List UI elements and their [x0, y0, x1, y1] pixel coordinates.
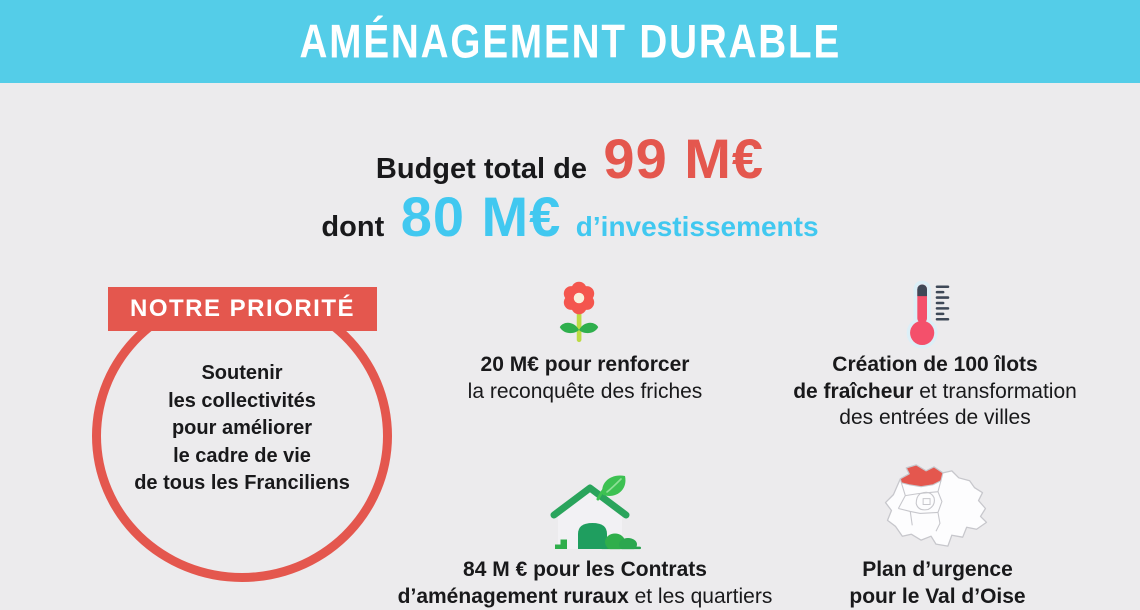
- feature-valdoise-line2: pour le Val d’Oise: [780, 584, 1095, 610]
- feature-ilots-line2-rest: et transformation: [913, 380, 1076, 403]
- feature-friches: 20 M€ pour renforcer la reconquête des f…: [420, 352, 750, 405]
- eco-house-icon: [543, 467, 643, 553]
- budget-total-amount: 99 M€: [603, 127, 764, 190]
- budget-investment-suffix: d’investissements: [576, 211, 819, 242]
- feature-ilots-line3: des entrées de villes: [765, 405, 1105, 432]
- priority-line: le cadre de vie: [92, 443, 392, 471]
- feature-valdoise-line1: Plan d’urgence: [780, 557, 1095, 584]
- feature-contrats-ruraux: 84 M € pour les Contrats d’aménagement r…: [380, 557, 790, 610]
- feature-friches-line1: 20 M€ pour renforcer: [420, 352, 750, 379]
- budget-investment-line: dont 80 M€ d’investissements: [0, 184, 1140, 249]
- feature-contrats-line2-rest: et les quartiers: [629, 585, 773, 608]
- feature-val-doise: Plan d’urgence pour le Val d’Oise: [780, 557, 1095, 610]
- feature-friches-line2: la reconquête des friches: [420, 379, 750, 406]
- priority-banner: NOTRE PRIORITÉ: [108, 287, 377, 331]
- feature-ilots-line1: Création de 100 îlots: [765, 352, 1105, 379]
- feature-ilots-fraicheur: Création de 100 îlots de fraîcheur et tr…: [765, 352, 1105, 432]
- ile-de-france-map-icon: [876, 460, 994, 555]
- priority-line: Soutenir: [92, 360, 392, 388]
- thermometer-icon: [897, 279, 957, 350]
- priority-line: pour améliorer: [92, 415, 392, 443]
- priority-label: NOTRE PRIORITÉ: [130, 295, 355, 323]
- feature-ilots-line2-bold: de fraîcheur: [793, 380, 913, 403]
- banner: AMÉNAGEMENT DURABLE: [0, 0, 1140, 83]
- feature-contrats-line2-bold: d’aménagement ruraux: [398, 585, 629, 608]
- page-title: AMÉNAGEMENT DURABLE: [299, 15, 841, 69]
- budget-investment-prefix: dont: [321, 211, 384, 243]
- priority-line: de tous les Franciliens: [92, 470, 392, 498]
- feature-contrats-line2: d’aménagement ruraux et les quartiers: [380, 584, 790, 610]
- budget-total-line: Budget total de 99 M€: [0, 126, 1140, 191]
- flower-icon: [549, 280, 609, 346]
- budget-investment-amount: 80 M€: [401, 185, 562, 248]
- feature-contrats-line1: 84 M € pour les Contrats: [380, 557, 790, 584]
- priority-line: les collectivités: [92, 388, 392, 416]
- feature-ilots-line2: de fraîcheur et transformation: [765, 379, 1105, 406]
- budget-total-prefix: Budget total de: [376, 153, 587, 185]
- priority-statement: Soutenir les collectivités pour améliore…: [92, 360, 392, 498]
